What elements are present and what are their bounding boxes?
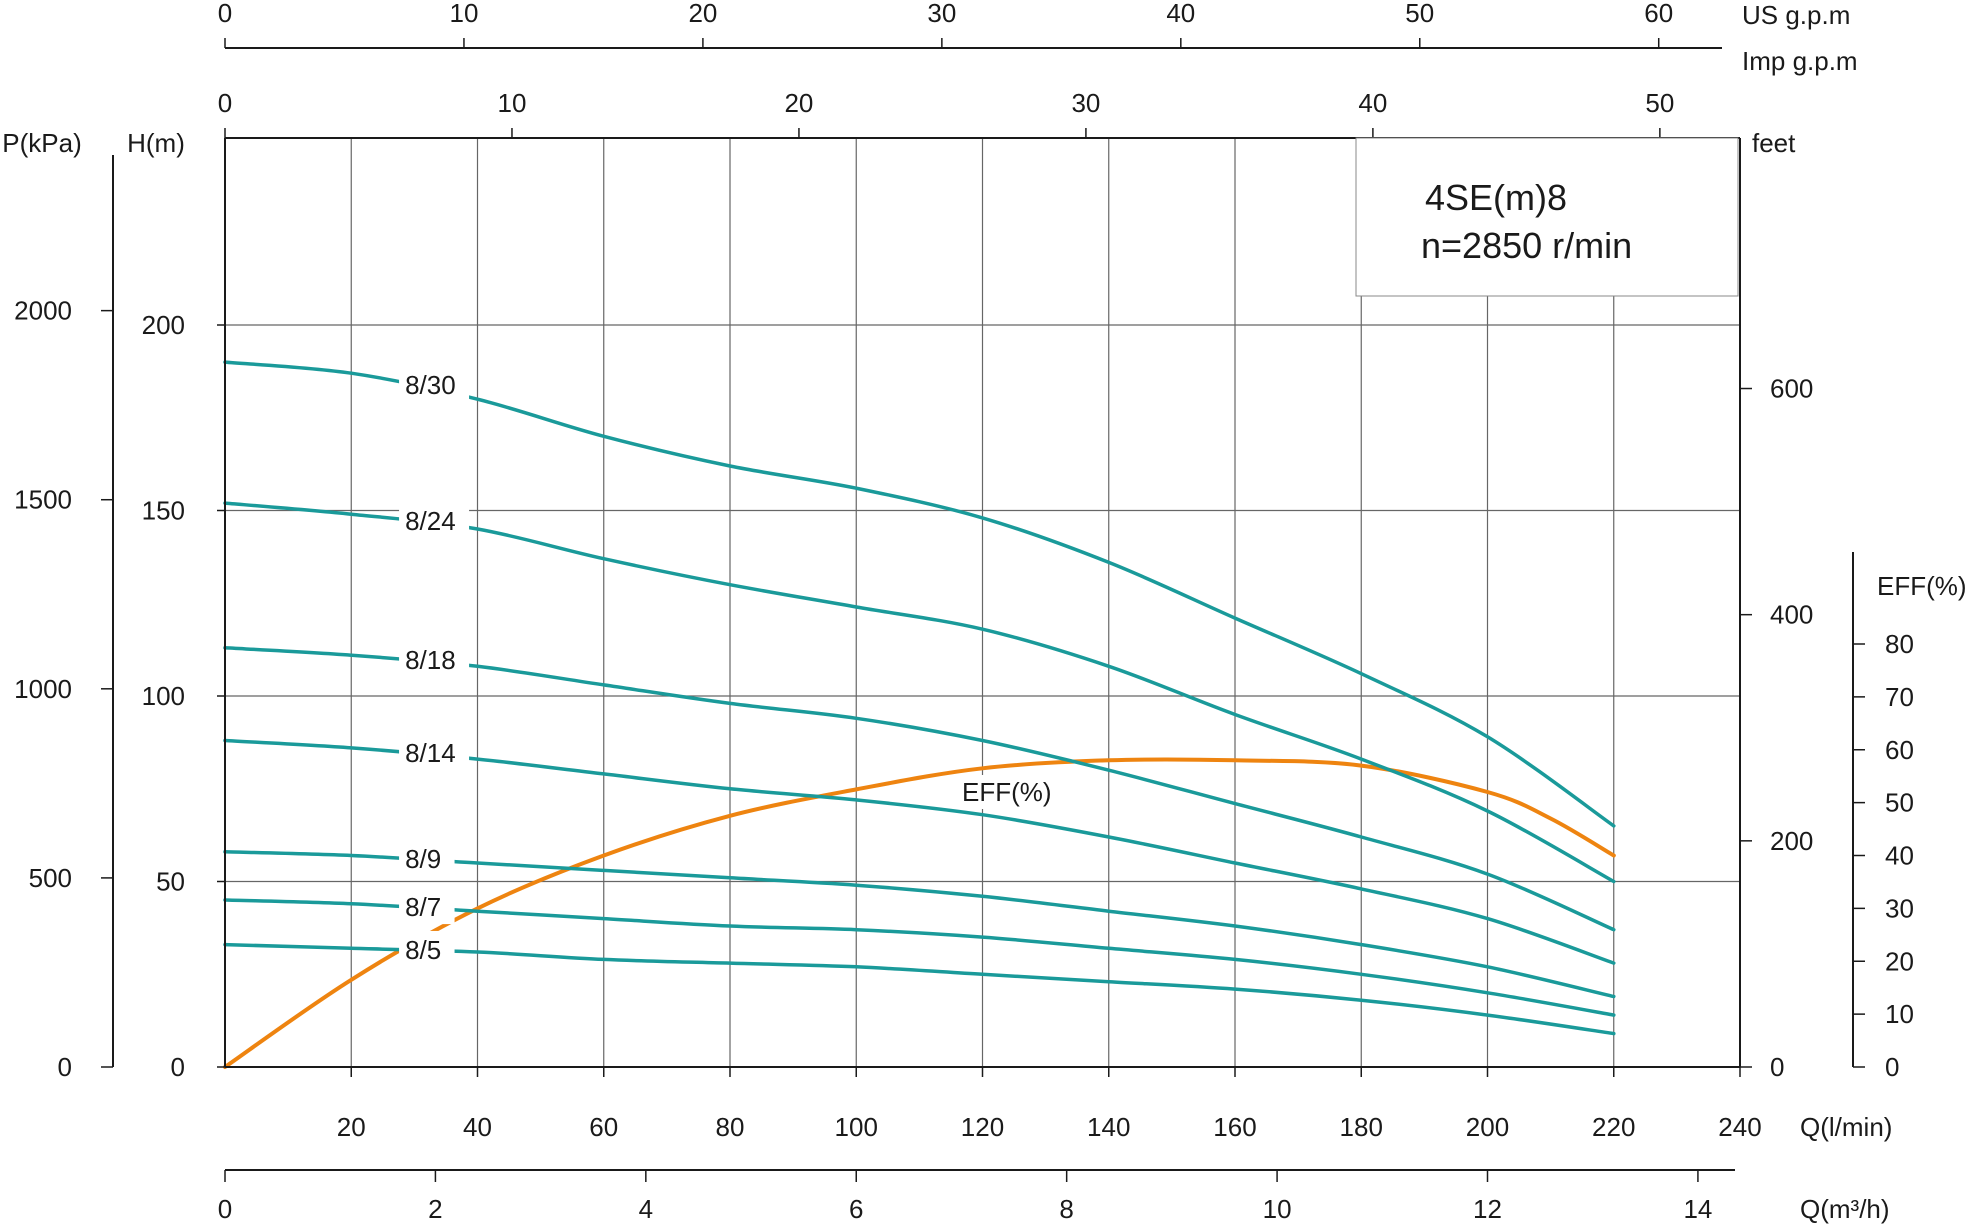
tick-label-q-lmin: 20 bbox=[337, 1112, 366, 1142]
tick-label-us-gpm: 60 bbox=[1644, 0, 1673, 28]
tick-label-imp-gpm: 20 bbox=[784, 88, 813, 118]
tick-label-us-gpm: 50 bbox=[1405, 0, 1434, 28]
tick-label-pressure: 1500 bbox=[14, 485, 72, 515]
tick-label-eff: 80 bbox=[1885, 629, 1914, 659]
title-box: 4SE(m)8 n=2850 r/min bbox=[1355, 137, 1739, 297]
head-curve bbox=[223, 646, 1616, 932]
series-label-background bbox=[399, 839, 455, 876]
tick-label-us-gpm: 0 bbox=[218, 0, 232, 28]
tick-label-q-m3h: 8 bbox=[1059, 1194, 1073, 1224]
series-label: 8/18 bbox=[405, 645, 456, 675]
tick-label-q-lmin: 240 bbox=[1718, 1112, 1761, 1142]
tick-label-us-gpm: 20 bbox=[688, 0, 717, 28]
axis-label-pressure: P(kPa) bbox=[2, 128, 81, 158]
series-label: 8/30 bbox=[405, 370, 456, 400]
tick-label-q-lmin: 160 bbox=[1213, 1112, 1256, 1142]
tick-label-imp-gpm: 30 bbox=[1071, 88, 1100, 118]
series-label: 8/14 bbox=[405, 738, 456, 768]
series-label: 8/7 bbox=[405, 892, 441, 922]
tick-label-us-gpm: 40 bbox=[1166, 0, 1195, 28]
tick-label-imp-gpm: 10 bbox=[498, 88, 527, 118]
tick-label-q-m3h: 12 bbox=[1473, 1194, 1502, 1224]
tick-label-head-m: 0 bbox=[171, 1052, 185, 1082]
tick-label-q-lmin: 40 bbox=[463, 1112, 492, 1142]
tick-label-q-lmin: 60 bbox=[589, 1112, 618, 1142]
tick-label-q-lmin: 140 bbox=[1087, 1112, 1130, 1142]
tick-label-eff: 20 bbox=[1885, 946, 1914, 976]
tick-label-q-lmin: 120 bbox=[961, 1112, 1004, 1142]
head-curve bbox=[223, 898, 1616, 1017]
axis-label-imp-gpm: Imp g.p.m bbox=[1742, 46, 1858, 76]
chart-title: 4SE(m)8 bbox=[1425, 177, 1567, 218]
series-label-background bbox=[399, 365, 470, 402]
head-curve bbox=[223, 850, 1616, 999]
tick-label-pressure: 2000 bbox=[14, 296, 72, 326]
tick-label-q-lmin: 100 bbox=[835, 1112, 878, 1142]
axis-label-feet: feet bbox=[1752, 128, 1796, 158]
tick-label-q-m3h: 4 bbox=[639, 1194, 653, 1224]
tick-label-head-m: 50 bbox=[156, 867, 185, 897]
tick-label-pressure: 0 bbox=[58, 1052, 72, 1082]
axis-label-head-m: H(m) bbox=[127, 128, 185, 158]
tick-label-q-m3h: 2 bbox=[428, 1194, 442, 1224]
tick-label-q-m3h: 10 bbox=[1263, 1194, 1292, 1224]
tick-label-eff: 50 bbox=[1885, 788, 1914, 818]
tick-label-q-lmin: 220 bbox=[1592, 1112, 1635, 1142]
axis-label-q-lmin: Q(l/min) bbox=[1800, 1112, 1892, 1142]
head-curve bbox=[223, 501, 1616, 884]
tick-label-imp-gpm: 0 bbox=[218, 88, 232, 118]
tick-label-eff: 10 bbox=[1885, 999, 1914, 1029]
tick-label-eff: 60 bbox=[1885, 735, 1914, 765]
tick-label-head-m: 200 bbox=[142, 310, 185, 340]
tick-label-feet: 200 bbox=[1770, 826, 1813, 856]
tick-label-q-m3h: 14 bbox=[1683, 1194, 1712, 1224]
series-label-background bbox=[399, 930, 455, 967]
tick-label-imp-gpm: 50 bbox=[1645, 88, 1674, 118]
tick-label-q-lmin: 180 bbox=[1340, 1112, 1383, 1142]
tick-label-head-m: 150 bbox=[142, 496, 185, 526]
axis-label-q-m3h: Q(m³/h) bbox=[1800, 1194, 1890, 1224]
tick-label-feet: 0 bbox=[1770, 1052, 1784, 1082]
series-label-background bbox=[399, 888, 455, 925]
tick-label-q-lmin: 200 bbox=[1466, 1112, 1509, 1142]
tick-label-feet: 600 bbox=[1770, 374, 1813, 404]
series-label: 8/9 bbox=[405, 844, 441, 874]
tick-label-q-lmin: 80 bbox=[716, 1112, 745, 1142]
series-label: 8/24 bbox=[405, 506, 456, 536]
series-label: 8/5 bbox=[405, 935, 441, 965]
axis-label-us-gpm: US g.p.m bbox=[1742, 0, 1850, 30]
tick-label-eff: 30 bbox=[1885, 893, 1914, 923]
tick-label-pressure: 1000 bbox=[14, 674, 72, 704]
tick-label-us-gpm: 30 bbox=[927, 0, 956, 28]
tick-label-head-m: 100 bbox=[142, 681, 185, 711]
tick-label-q-m3h: 0 bbox=[218, 1194, 232, 1224]
chart-subtitle: n=2850 r/min bbox=[1421, 225, 1632, 266]
tick-label-imp-gpm: 40 bbox=[1358, 88, 1387, 118]
tick-label-us-gpm: 10 bbox=[449, 0, 478, 28]
series-label-background bbox=[399, 641, 470, 678]
tick-label-q-m3h: 6 bbox=[849, 1194, 863, 1224]
efficiency-curve bbox=[223, 757, 1616, 1069]
series-label-background bbox=[399, 733, 470, 770]
curves: EFF(%) 8/30 8/24 8/18 8/14 8/9 8/7 8/5 bbox=[223, 360, 1616, 1069]
tick-label-feet: 400 bbox=[1770, 600, 1813, 630]
tick-label-eff: 0 bbox=[1885, 1052, 1899, 1082]
tick-label-pressure: 500 bbox=[29, 863, 72, 893]
efficiency-label-background bbox=[958, 775, 1068, 809]
series-label-background bbox=[399, 501, 470, 538]
tick-label-eff: 40 bbox=[1885, 841, 1914, 871]
efficiency-curve-label: EFF(%) bbox=[962, 777, 1052, 807]
head-curve bbox=[223, 942, 1616, 1036]
axis-label-eff: EFF(%) bbox=[1877, 571, 1967, 601]
tick-label-eff: 70 bbox=[1885, 682, 1914, 712]
